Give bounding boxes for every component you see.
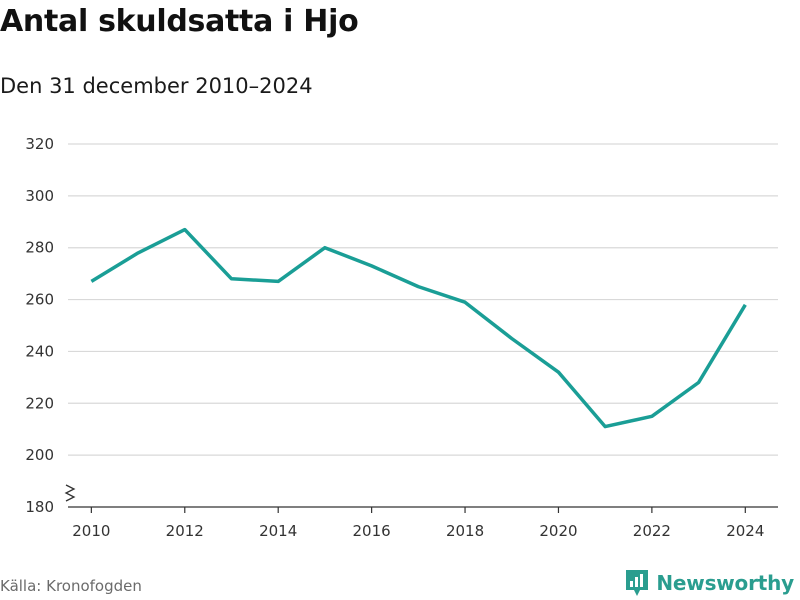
x-tick-label: 2012: [166, 522, 204, 540]
y-tick-label: 200: [25, 446, 54, 464]
y-tick-label: 320: [25, 135, 54, 153]
series-line-0: [90, 227, 747, 429]
axis-break-icon: [64, 484, 76, 502]
y-tick-label: 280: [25, 239, 54, 257]
x-tick-label: 2020: [539, 522, 577, 540]
y-tick-label: 240: [25, 342, 54, 360]
series-layer: [90, 227, 747, 429]
x-tick-label: 2016: [353, 522, 391, 540]
x-tick-label: 2010: [72, 522, 110, 540]
x-tick-label: 2014: [259, 522, 297, 540]
grid-lines: [68, 143, 778, 456]
y-tick-label: 220: [25, 394, 54, 412]
y-tick-label: 260: [25, 291, 54, 309]
source-note: Källa: Kronofogden: [0, 577, 142, 595]
chart-subtitle: Den 31 december 2010–2024: [0, 74, 313, 98]
brand-name: Newsworthy: [656, 571, 794, 595]
brand-logo: Newsworthy: [624, 568, 794, 598]
axes: 180 200 220 240 260 280 300 320 2010 2012 2014 2016…: [25, 135, 778, 540]
y-tick-label: 180: [25, 498, 54, 516]
newsworthy-logo-icon: [626, 570, 649, 596]
x-tick-label: 2022: [633, 522, 671, 540]
x-tick-label: 2018: [446, 522, 484, 540]
x-tick-label: 2024: [726, 522, 764, 540]
chart-title: Antal skuldsatta i Hjo: [0, 4, 359, 39]
y-tick-label: 300: [25, 187, 54, 205]
